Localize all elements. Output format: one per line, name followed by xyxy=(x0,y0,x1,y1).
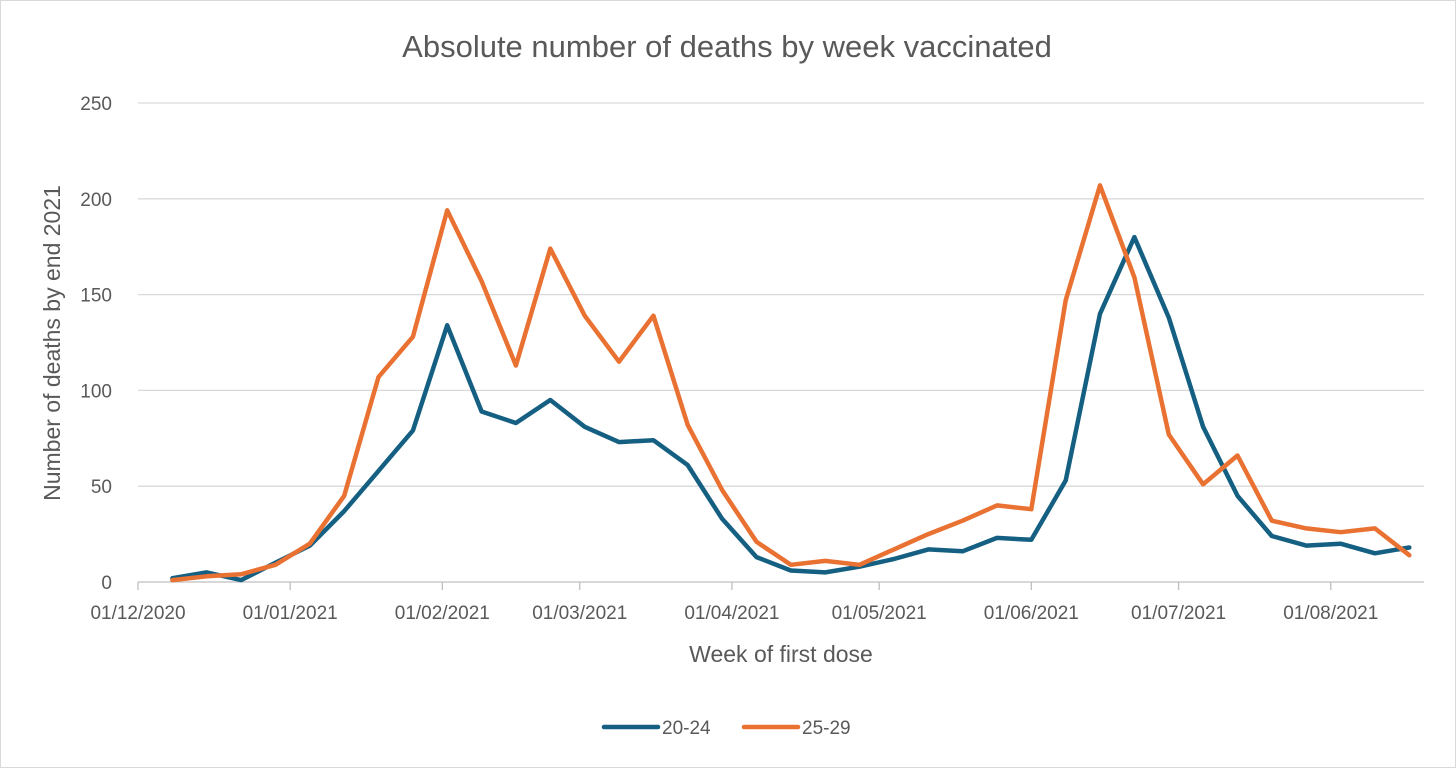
y-tick-label: 100 xyxy=(80,381,112,402)
series-line-25-29 xyxy=(170,183,1412,583)
y-axis-tick-labels: 0 50 100 150 200 250 xyxy=(80,94,112,594)
y-tick-label: 50 xyxy=(91,477,112,498)
y-axis-title: Number of deaths by end 2021 xyxy=(39,185,65,501)
legend-label: 20-24 xyxy=(662,718,711,739)
legend: 20-24 25-29 xyxy=(601,718,851,739)
x-axis-ticks: 01/12/2020 01/01/2021 01/02/2021 01/03/2021… xyxy=(90,582,1378,624)
gridlines xyxy=(138,102,1424,583)
y-tick-label: 0 xyxy=(101,573,112,594)
x-tick-label: 01/01/2021 xyxy=(243,603,338,624)
x-tick-label: 01/02/2021 xyxy=(395,603,490,624)
x-tick-label: 01/07/2021 xyxy=(1131,603,1226,624)
x-tick-label: 01/03/2021 xyxy=(532,603,627,624)
chart-title: Absolute number of deaths by week vaccin… xyxy=(402,29,1052,64)
x-axis-title: Week of first dose xyxy=(689,641,873,667)
x-tick-label: 01/05/2021 xyxy=(832,603,927,624)
y-tick-label: 200 xyxy=(80,190,112,211)
legend-label: 25-29 xyxy=(802,718,851,739)
x-tick-label: 01/06/2021 xyxy=(984,603,1079,624)
x-tick-label: 01/08/2021 xyxy=(1283,603,1378,624)
x-tick-label: 01/04/2021 xyxy=(684,603,779,624)
series-line-20-24 xyxy=(170,234,1412,583)
y-tick-label: 250 xyxy=(80,94,112,115)
y-tick-label: 150 xyxy=(80,286,112,307)
x-tick-label: 01/12/2020 xyxy=(90,603,185,624)
series-group xyxy=(170,183,1412,583)
